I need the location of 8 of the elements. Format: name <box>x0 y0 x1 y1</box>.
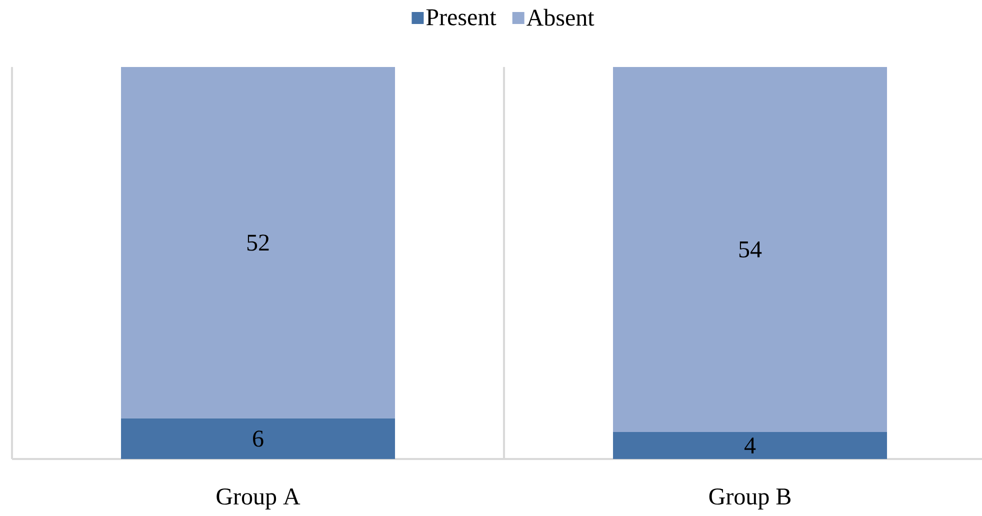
data-label: 4 <box>744 438 756 454</box>
data-label: 6 <box>253 430 264 447</box>
x-tick-label: Group A <box>216 488 300 510</box>
legend-label: Present <box>426 9 496 26</box>
x-tick-label: Group B <box>709 488 790 510</box>
data-label: 54 <box>739 241 762 258</box>
legend-label: Absent <box>526 8 594 26</box>
data-label: 52 <box>247 234 269 251</box>
